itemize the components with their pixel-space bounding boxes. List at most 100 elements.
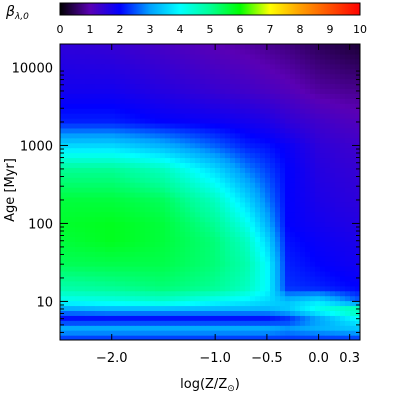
heatmap-cell [335, 147, 341, 154]
heatmap-cell [335, 122, 341, 129]
heatmap-cell [335, 246, 341, 252]
heatmap-cell [125, 325, 131, 331]
heatmap-cell [80, 196, 86, 203]
heatmap-cell [145, 58, 151, 65]
heatmap-cell [120, 63, 126, 70]
heatmap-cell [270, 256, 276, 262]
heatmap-cell [125, 221, 131, 228]
heatmap-cell [210, 290, 216, 297]
heatmap-cell [245, 211, 251, 218]
heatmap-cell [130, 261, 136, 267]
heatmap-cell [90, 113, 96, 119]
heatmap-cell [180, 172, 186, 178]
heatmap-cell [245, 325, 251, 331]
heatmap-cell [280, 187, 286, 193]
heatmap-cell [280, 310, 286, 316]
heatmap-cell [300, 68, 306, 75]
heatmap-cell [295, 315, 301, 321]
colorbar-tick-label: 2 [117, 23, 124, 36]
heatmap-cell [115, 201, 121, 208]
heatmap-cell [110, 275, 116, 282]
heatmap-cell [115, 192, 121, 198]
heatmap-cell [85, 113, 91, 119]
heatmap-cell [330, 320, 336, 326]
heatmap-cell [110, 187, 116, 193]
heatmap-cell [125, 78, 131, 85]
heatmap-cell [125, 206, 131, 213]
heatmap-cell [330, 226, 336, 233]
heatmap-cell [160, 246, 166, 252]
heatmap-cell [160, 187, 166, 193]
heatmap-cell [140, 231, 146, 237]
heatmap-cell [220, 132, 226, 139]
heatmap-cell [200, 310, 206, 316]
heatmap-cell [285, 310, 291, 316]
heatmap-cell [200, 103, 206, 109]
heatmap-cell [60, 182, 66, 188]
heatmap-cell [220, 108, 226, 114]
heatmap-cell [220, 103, 226, 109]
heatmap-cell [60, 132, 66, 139]
heatmap-cell [305, 261, 311, 267]
heatmap-cell [200, 187, 206, 193]
heatmap-cell [230, 251, 236, 257]
heatmap-cell [85, 330, 91, 336]
heatmap-cell [180, 261, 186, 267]
heatmap-cell [225, 320, 231, 326]
heatmap-cell [140, 236, 146, 242]
heatmap-cell [210, 300, 216, 307]
heatmap-cell [210, 48, 216, 55]
heatmap-cell [100, 172, 106, 178]
heatmap-cell [285, 177, 291, 183]
heatmap-cell [105, 192, 111, 198]
heatmap-cell [60, 325, 66, 331]
heatmap-cell [135, 335, 141, 340]
heatmap-cell [165, 68, 171, 75]
heatmap-cell [200, 142, 206, 149]
heatmap-cell [265, 172, 271, 178]
heatmap-cell [235, 216, 241, 223]
heatmap-cell [195, 127, 201, 134]
heatmap-cell [205, 122, 211, 129]
heatmap-cell [335, 118, 341, 124]
heatmap-cell [125, 83, 131, 89]
heatmap-cell [200, 182, 206, 188]
heatmap-cell [290, 216, 296, 223]
heatmap-cell [115, 221, 121, 228]
heatmap-cell [255, 73, 261, 80]
heatmap-cell [345, 201, 351, 208]
heatmap-cell [170, 330, 176, 336]
heatmap-cell [110, 285, 116, 292]
heatmap-cell [75, 88, 81, 94]
heatmap-cell [115, 295, 121, 302]
heatmap-cell [185, 320, 191, 326]
heatmap-cell [225, 246, 231, 252]
heatmap-cell [110, 261, 116, 267]
heatmap-cell [335, 83, 341, 89]
heatmap-cell [340, 196, 346, 203]
heatmap-cell [225, 216, 231, 223]
heatmap-cell [125, 201, 131, 208]
heatmap-cell [275, 285, 281, 292]
heatmap-cell [180, 295, 186, 302]
heatmap-cell [335, 280, 341, 287]
heatmap-cell [325, 270, 331, 277]
heatmap-cell [210, 216, 216, 223]
heatmap-cell [175, 261, 181, 267]
heatmap-cell [120, 113, 126, 119]
heatmap-cell [140, 201, 146, 208]
heatmap-cell [285, 53, 291, 60]
heatmap-cell [100, 152, 106, 159]
heatmap-cell [295, 162, 301, 168]
heatmap-cell [70, 103, 76, 109]
heatmap-cell [80, 58, 86, 65]
heatmap-cell [265, 325, 271, 331]
heatmap-cell [260, 251, 266, 257]
heatmap-cell [175, 226, 181, 233]
heatmap-cell [320, 78, 326, 85]
heatmap-cell [290, 221, 296, 228]
heatmap-cell [125, 211, 131, 218]
heatmap-cell [140, 68, 146, 75]
heatmap-cell [145, 315, 151, 321]
